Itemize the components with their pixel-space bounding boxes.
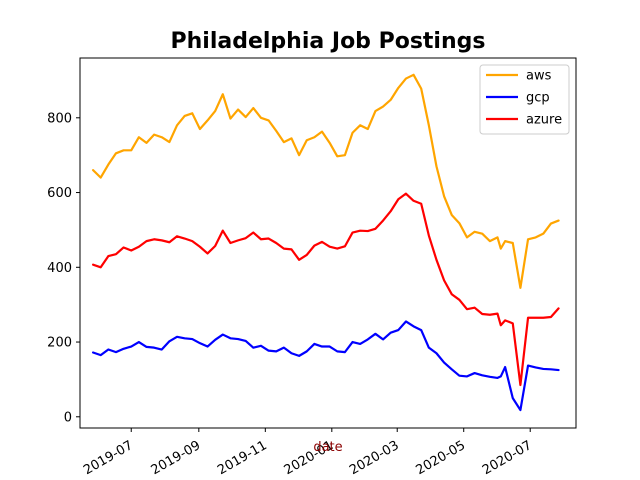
x-axis: 2019-07 2019-09 2019-11 2020-01 2020-03 2020-…	[81, 428, 535, 478]
x-tick-label: 2019-07	[81, 438, 136, 478]
x-axis-label: date	[313, 440, 342, 455]
legend: aws gcp azure	[479, 64, 570, 135]
x-tick-label: 2020-03	[347, 438, 402, 478]
y-tick-label: 0	[64, 410, 72, 425]
x-tick-label: 2020-05	[414, 438, 469, 478]
x-tick-label: 2020-07	[480, 438, 535, 478]
chart-title: Philadelphia Job Postings	[171, 29, 486, 54]
series-line-gcp	[91, 320, 560, 412]
legend-box	[479, 64, 570, 135]
series-line-aws	[91, 73, 560, 289]
y-axis: 0 200 400 600 800	[47, 111, 80, 425]
x-tick-label: 2019-09	[149, 438, 204, 478]
legend-label-aws: aws	[526, 69, 552, 84]
legend-label-gcp: gcp	[526, 91, 550, 106]
y-tick-label: 600	[47, 186, 72, 201]
series-layer	[91, 73, 560, 412]
y-tick-label: 400	[47, 261, 72, 276]
plot-frame	[79, 57, 577, 429]
y-tick-label: 200	[47, 336, 72, 351]
legend-label-azure: azure	[526, 113, 562, 128]
series-line-azure	[91, 192, 560, 387]
x-tick-label: 2019-11	[215, 438, 270, 478]
y-tick-label: 800	[47, 111, 72, 126]
